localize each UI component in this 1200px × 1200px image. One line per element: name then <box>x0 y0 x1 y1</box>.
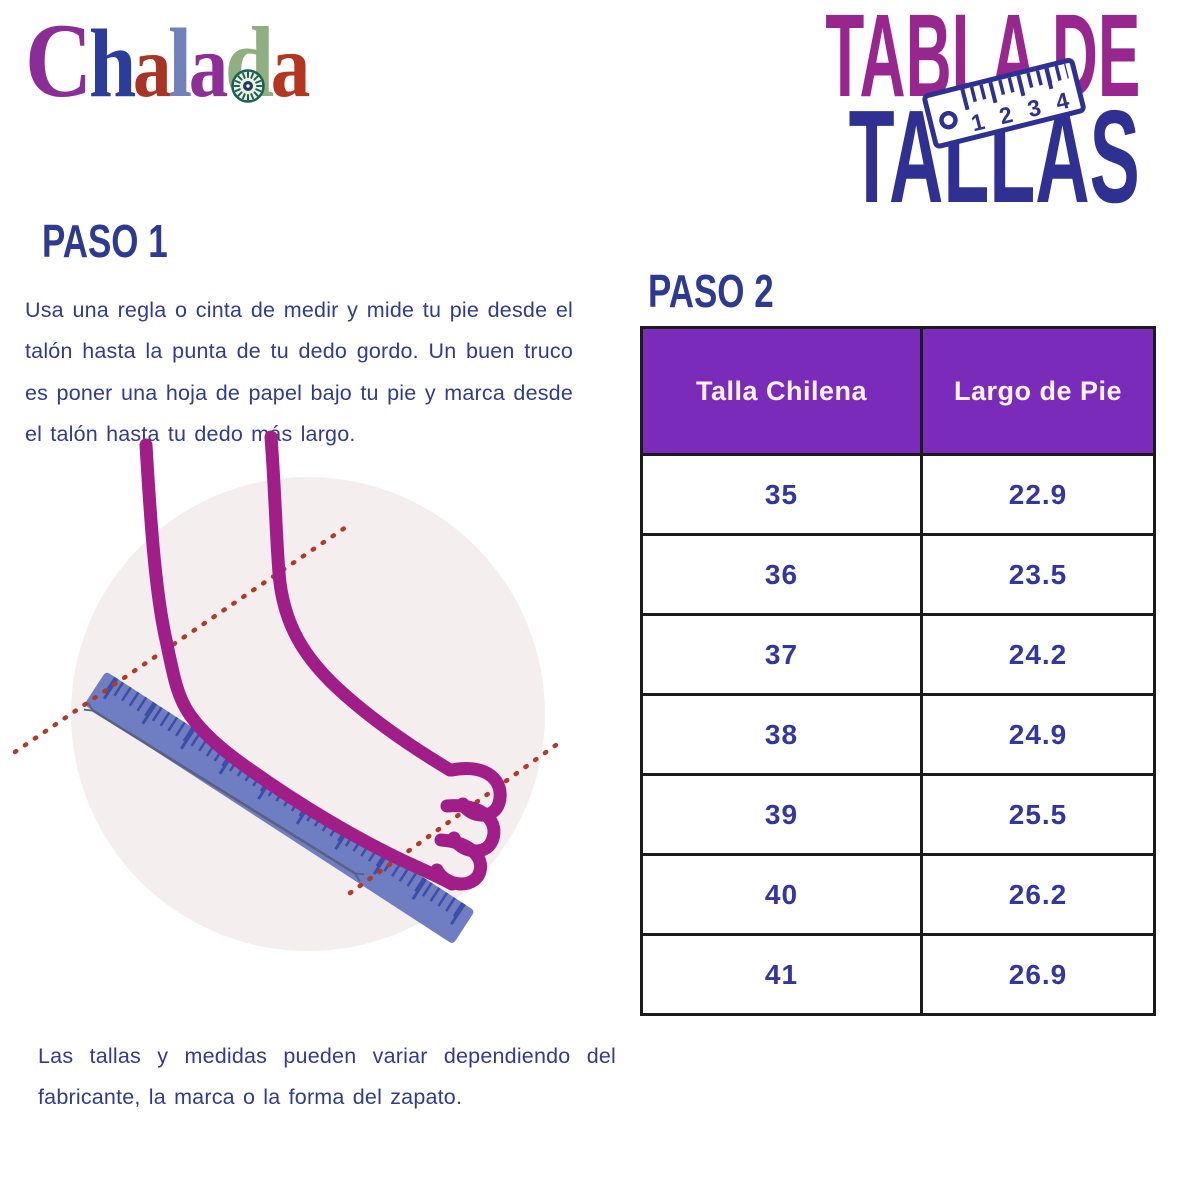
largo-cell: 25.5 <box>920 773 1156 856</box>
talla-cell: 38 <box>640 693 923 776</box>
step2-heading: PASO 2 <box>648 265 774 317</box>
logo-letter: l <box>168 9 193 118</box>
svg-text:1: 1 <box>968 108 987 136</box>
talla-cell: 37 <box>640 613 923 696</box>
foot-outline <box>139 430 507 891</box>
size-row: 36 23.5 <box>640 533 1156 616</box>
size-row: 38 24.9 <box>640 693 1156 776</box>
size-row: 40 26.2 <box>640 853 1156 936</box>
size-row: 39 25.5 <box>640 773 1156 856</box>
talla-chilena-header: Talla Chilena <box>640 326 923 456</box>
step1-heading: PASO 1 <box>42 215 168 267</box>
talla-cell: 36 <box>640 533 923 616</box>
size-row: 41 26.9 <box>640 933 1156 1016</box>
largo-cell: 23.5 <box>920 533 1156 616</box>
ruler-zero-mark <box>939 110 958 130</box>
size-row: 37 24.2 <box>640 613 1156 696</box>
logo-letter: h <box>88 10 137 117</box>
step1-instructions: Usa una regla o cinta de medir y mide tu… <box>25 297 573 447</box>
talla-cell: 40 <box>640 853 923 936</box>
heel-guide-dotted-line <box>12 520 355 755</box>
size-row: 35 22.9 <box>640 453 1156 536</box>
talla-cell: 41 <box>640 933 923 1016</box>
talla-cell: 39 <box>640 773 923 856</box>
logo-letter: a <box>132 19 172 116</box>
footnote: Las tallas y medidas pueden variar depen… <box>38 1043 616 1110</box>
largo-cell: 26.2 <box>920 853 1156 936</box>
svg-text:2: 2 <box>997 101 1016 129</box>
largo-cell: 22.9 <box>920 453 1156 536</box>
size-table-header-row: Talla Chilena Largo de Pie <box>640 326 1156 456</box>
foot-measure-illustration <box>12 430 566 951</box>
largo-cell: 24.9 <box>920 693 1156 776</box>
brand-logo: C h a l a d a <box>25 2 310 119</box>
largo-de-pie-header: Largo de Pie <box>920 326 1156 456</box>
largo-cell: 26.9 <box>920 933 1156 1016</box>
flower-icon <box>231 69 265 103</box>
logo-letter: a <box>270 17 311 116</box>
talla-cell: 35 <box>640 453 923 536</box>
ruler-icon: 1 2 3 4 <box>922 57 1086 149</box>
measure-arrow <box>92 710 356 874</box>
svg-text:3: 3 <box>1025 94 1044 122</box>
toe-guide-dotted-line <box>347 737 566 896</box>
logo-letter: C <box>25 2 93 119</box>
svg-text:4: 4 <box>1053 87 1072 115</box>
size-table: Talla Chilena Largo de Pie 35 22.9 36 23… <box>640 326 1156 1016</box>
largo-cell: 24.2 <box>920 613 1156 696</box>
logo-letter: a <box>188 17 229 116</box>
